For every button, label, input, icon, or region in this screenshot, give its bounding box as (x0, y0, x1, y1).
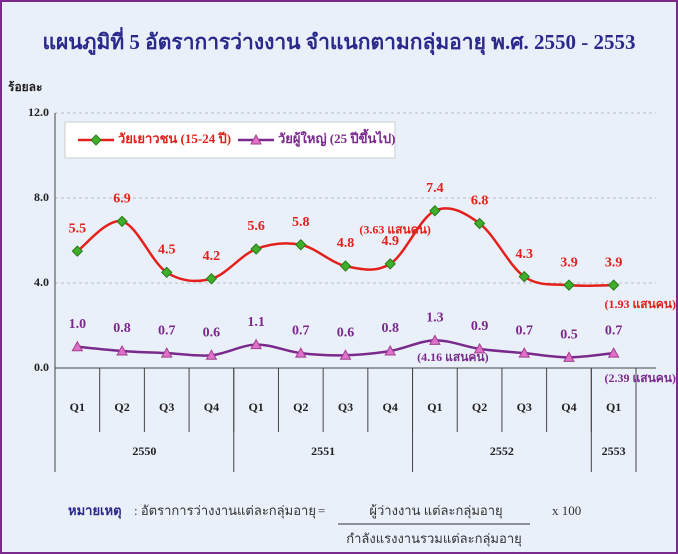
marker (607, 347, 620, 358)
x-tick-label: Q3 (338, 400, 353, 414)
marker (384, 344, 397, 356)
marker (160, 347, 173, 358)
data-label: 0.6 (337, 325, 355, 340)
data-label: 4.9 (381, 234, 399, 249)
marker (429, 334, 441, 345)
marker (116, 344, 128, 356)
data-label: 0.8 (113, 321, 131, 336)
x-tick-label: Q2 (293, 400, 308, 414)
data-label: 0.7 (516, 323, 534, 338)
y-tick-label: 12.0 (28, 105, 49, 119)
data-label: 5.6 (247, 219, 265, 234)
marker (295, 239, 307, 251)
legend-marker (250, 133, 262, 145)
data-label: 6.9 (113, 192, 131, 207)
chart-title: แผนภูมิที่ 5 อัตราการว่างงาน จำแนกตามกลุ… (42, 26, 635, 56)
marker (429, 205, 441, 217)
data-label: 0.5 (560, 328, 578, 343)
y-tick-label: 8.0 (34, 190, 49, 204)
data-label: 1.3 (426, 311, 444, 326)
data-label: 4.3 (516, 247, 534, 262)
x-tick-label: Q3 (159, 400, 174, 414)
note-numerator: ผู้ว่างงาน แต่ละกลุ่มอายุ (369, 503, 502, 519)
marker (339, 349, 352, 360)
marker (518, 270, 530, 283)
data-label: 0.7 (292, 323, 310, 338)
marker (607, 279, 620, 291)
data-label: 0.9 (471, 319, 489, 334)
x-tick-label: Q1 (606, 400, 621, 414)
x-tick-label: Q1 (248, 400, 263, 414)
legend-marker (90, 134, 102, 146)
note-multiplier: x 100 (552, 503, 581, 518)
x-tick-label: Q4 (561, 400, 576, 414)
year-label: 2552 (490, 444, 514, 458)
note-equals: = (318, 503, 325, 518)
data-label: 4.2 (203, 249, 221, 264)
data-label: 0.8 (381, 321, 399, 336)
marker (205, 349, 218, 360)
year-label: 2550 (132, 444, 156, 458)
data-label: 3.9 (605, 255, 623, 270)
annotation: (2.39 แสนคน) (605, 371, 676, 385)
note-denominator: กำลังแรงงานรวมแต่ละกลุ่มอายุ (346, 531, 521, 547)
data-label: 4.5 (158, 243, 176, 258)
data-label: 0.7 (158, 323, 176, 338)
marker (205, 273, 218, 285)
marker (161, 266, 173, 279)
legend-label: วัยเยาวชน (15-24 ปี) (118, 131, 231, 146)
legend-label: วัยผู้ใหญ่ (25 ปีขึ้นไป) (278, 128, 396, 147)
x-tick-label: Q3 (517, 400, 532, 414)
x-tick-label: Q2 (114, 400, 129, 414)
data-label: 5.8 (292, 215, 310, 230)
x-tick-label: Q1 (70, 400, 85, 414)
marker (116, 215, 128, 228)
y-axis-label: ร้อยละ (8, 80, 42, 94)
year-label: 2551 (311, 444, 335, 458)
marker (563, 351, 575, 362)
data-label: 5.5 (69, 221, 87, 236)
x-tick-label: Q4 (383, 400, 398, 414)
data-label: 3.9 (560, 255, 578, 270)
marker (250, 243, 262, 255)
data-label: 1.0 (69, 317, 87, 332)
note-label: หมายเหตุ (68, 503, 122, 519)
note-text: : อัตราการว่างงานแต่ละกลุ่มอายุ (134, 503, 316, 519)
marker (473, 342, 486, 354)
marker (384, 258, 396, 270)
data-label: 0.7 (605, 323, 623, 338)
y-tick-label: 0.0 (34, 360, 49, 374)
data-label: 0.6 (203, 325, 221, 340)
marker (71, 340, 84, 352)
marker (563, 279, 575, 291)
marker (294, 347, 307, 358)
marker (339, 260, 352, 272)
x-tick-label: Q2 (472, 400, 487, 414)
x-tick-label: Q4 (204, 400, 219, 414)
data-label: 1.1 (247, 315, 265, 330)
year-label: 2553 (602, 444, 626, 458)
marker (518, 347, 531, 358)
y-tick-label: 4.0 (34, 275, 49, 289)
annotation: (3.63 แสนคน) (359, 223, 430, 237)
marker (473, 217, 486, 230)
x-tick-label: Q1 (427, 400, 442, 414)
legend-box (64, 121, 396, 159)
data-label: 7.4 (426, 181, 444, 196)
annotation: (4.16 แสนคน) (417, 350, 488, 364)
marker (250, 338, 262, 350)
marker (71, 245, 84, 257)
data-label: 4.8 (337, 236, 355, 251)
data-label: 6.8 (471, 194, 489, 209)
annotation: (1.93 แสนคน) (605, 297, 676, 311)
